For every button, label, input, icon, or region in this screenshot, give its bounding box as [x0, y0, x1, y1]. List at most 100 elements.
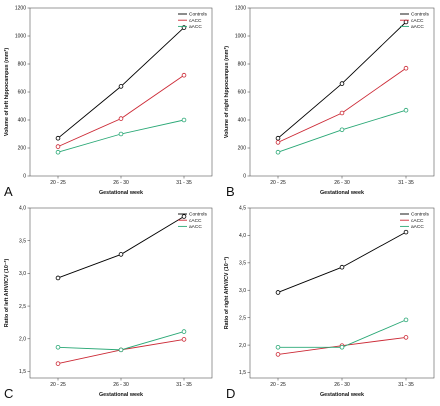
data-point-controls	[339, 81, 345, 86]
y-tick-label: 4,0	[239, 233, 246, 239]
y-tick-label: 4,5	[239, 206, 246, 212]
x-tick-label: 20 - 25	[270, 180, 286, 186]
y-tick-label: 3,0	[19, 271, 26, 277]
x-tick-label: 31 - 35	[176, 180, 192, 186]
panel-letter: C	[4, 386, 13, 401]
data-point-controls	[118, 84, 124, 89]
data-point-aacc	[403, 317, 409, 323]
x-tick-label: 20 - 25	[50, 382, 66, 388]
x-tick-label: 26 - 30	[334, 382, 350, 388]
y-tick-label: 2,5	[239, 315, 246, 321]
y-tick-label: 1200	[15, 6, 26, 12]
data-point-cacc	[118, 116, 124, 121]
data-point-controls	[403, 19, 409, 25]
series-line-controls	[57, 216, 185, 279]
y-tick-label: 2,0	[19, 336, 26, 342]
data-point-cacc	[339, 110, 345, 116]
data-point-cacc	[181, 337, 187, 342]
series-line-controls	[277, 231, 407, 293]
data-point-aacc	[118, 347, 124, 353]
series-line-controls	[277, 21, 407, 139]
legend-label-cacc: cACC	[189, 218, 202, 224]
x-axis-label: Gestational week	[320, 190, 364, 196]
y-tick-label: 2,0	[239, 343, 246, 349]
series-line-aacc	[278, 319, 407, 348]
x-tick-label: 20 - 25	[50, 180, 66, 186]
data-point-aacc	[55, 149, 61, 155]
x-axis-label: Gestational week	[99, 190, 143, 196]
data-point-cacc	[181, 72, 187, 78]
panel-letter: B	[226, 184, 235, 199]
x-tick-label: 31 - 35	[398, 382, 414, 388]
data-point-aacc	[55, 344, 61, 350]
chart-panel-b: 0 200 400 600 800 1000 1200 20 - 25 26 - 30 31 - …	[224, 6, 435, 199]
data-point-aacc	[275, 344, 281, 350]
data-point-aacc	[181, 117, 187, 123]
data-point-cacc	[403, 65, 409, 71]
chart-panel-d: 1,5 2,0 2,5 3,0 3,5 4,0 4,5 20 - 25 26 - 30 31 - …	[224, 206, 435, 401]
y-tick-label: 800	[18, 62, 27, 68]
legend-label-controls: Controls	[189, 212, 207, 218]
y-tick-label: 1200	[235, 6, 246, 12]
legend-label-controls: Controls	[189, 12, 207, 18]
y-tick-label: 1,5	[19, 369, 26, 375]
y-axis-label: Ratio of left AHV/ICV (10⁻³)	[4, 259, 10, 328]
data-point-aacc	[118, 131, 124, 137]
data-point-controls	[275, 290, 281, 295]
y-tick-label: 1,5	[239, 370, 246, 376]
x-tick-label: 26 - 30	[334, 180, 350, 186]
data-point-cacc	[275, 352, 281, 357]
y-tick-label: 400	[18, 118, 27, 124]
x-tick-label: 31 - 35	[398, 180, 414, 186]
y-axis-label: Volume of left hippocampus (mm³)	[4, 48, 10, 136]
y-tick-label: 4,0	[19, 206, 26, 212]
data-point-aacc	[403, 107, 409, 113]
legend-label-aacc: aACC	[189, 24, 202, 30]
x-tick-label: 31 - 35	[176, 382, 192, 388]
y-tick-label: 3,0	[239, 288, 246, 294]
legend-label-cacc: cACC	[189, 18, 202, 24]
data-point-cacc	[55, 361, 61, 366]
series-line-aacc	[57, 331, 185, 351]
y-tick-label: 200	[238, 146, 247, 152]
x-tick-label: 26 - 30	[113, 382, 129, 388]
data-point-controls	[339, 264, 345, 270]
series-line-controls	[57, 27, 185, 139]
y-tick-label: 200	[18, 146, 27, 152]
y-tick-label: 2,5	[19, 304, 26, 310]
data-point-controls	[181, 214, 187, 219]
panel-letter: A	[4, 184, 13, 199]
y-tick-label: 3,5	[19, 238, 26, 244]
y-tick-label: 1000	[235, 34, 246, 40]
y-tick-label: 600	[18, 90, 27, 96]
y-axis-label: Volume of right hippocampus (mm³)	[224, 46, 230, 138]
chart-panel-a: 0 200 400 600 800 1000 1200 20 - 25 26 - 30 31 - …	[4, 6, 213, 199]
x-tick-label: 26 - 30	[113, 180, 129, 186]
data-point-controls	[275, 135, 281, 141]
data-point-aacc	[339, 344, 345, 350]
chart-panel-c: 1,5 2,0 2,5 3,0 3,5 4,0 20 - 25 26 - 30 31 - 35 G…	[4, 206, 213, 401]
legend-label-aacc: aACC	[411, 24, 424, 30]
y-tick-label: 800	[238, 62, 247, 68]
legend-label-controls: Controls	[411, 212, 429, 218]
x-tick-label: 20 - 25	[270, 382, 286, 388]
data-point-controls	[403, 229, 409, 235]
legend-label-aacc: aACC	[411, 224, 424, 230]
data-point-cacc	[403, 335, 409, 340]
y-tick-label: 0	[23, 174, 26, 180]
y-axis-label: Ratio of right AHV/ICV (10⁻³)	[224, 257, 230, 330]
legend-label-aacc: aACC	[189, 224, 202, 230]
legend-label-cacc: cACC	[411, 218, 424, 224]
legend-label-cacc: cACC	[411, 18, 424, 24]
x-axis-label: Gestational week	[320, 392, 364, 398]
data-point-controls	[55, 135, 61, 141]
data-point-cacc	[55, 144, 61, 149]
data-point-cacc	[275, 140, 281, 145]
data-point-controls	[55, 275, 61, 281]
y-tick-label: 1000	[15, 34, 26, 40]
y-tick-label: 400	[238, 118, 247, 124]
data-point-aacc	[275, 149, 281, 155]
y-tick-label: 0	[243, 174, 246, 180]
plot-frame	[29, 207, 213, 379]
